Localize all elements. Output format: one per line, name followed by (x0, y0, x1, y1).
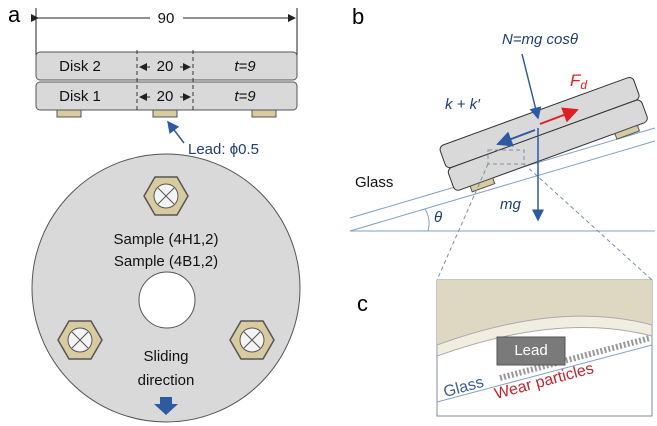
thickness: t=9 (234, 58, 256, 75)
hole (139, 272, 195, 328)
normal-force: N=mg cosθ (502, 31, 578, 48)
panel-label: a (8, 2, 21, 27)
lead-note: Lead: ϕ0.5 (188, 141, 259, 158)
panel-label: b (352, 4, 364, 29)
weight: mg (500, 196, 521, 213)
panel-label: c (357, 291, 368, 316)
sample: Sample (4H1,2) (113, 231, 218, 248)
direction: direction (138, 372, 195, 389)
width: 20 (157, 58, 174, 75)
sample: Sample (4B1,2) (114, 253, 218, 270)
stiffness: k + k′ (445, 96, 481, 113)
lead: Lead (514, 342, 547, 359)
dimension-text: 90 (158, 10, 175, 27)
glass: Glass (355, 174, 393, 191)
disk-name: Disk 1 (59, 88, 101, 105)
direction: Sliding (143, 348, 188, 365)
friction: Fd (570, 71, 587, 92)
width: 20 (157, 88, 174, 105)
angle: θ (434, 209, 442, 226)
disk-name: Disk 2 (59, 58, 101, 75)
figure: a 90 Disk 2 20 t=9 Disk 1 20 t=9 Lead: ϕ… (0, 0, 657, 426)
thickness: t=9 (234, 88, 256, 105)
